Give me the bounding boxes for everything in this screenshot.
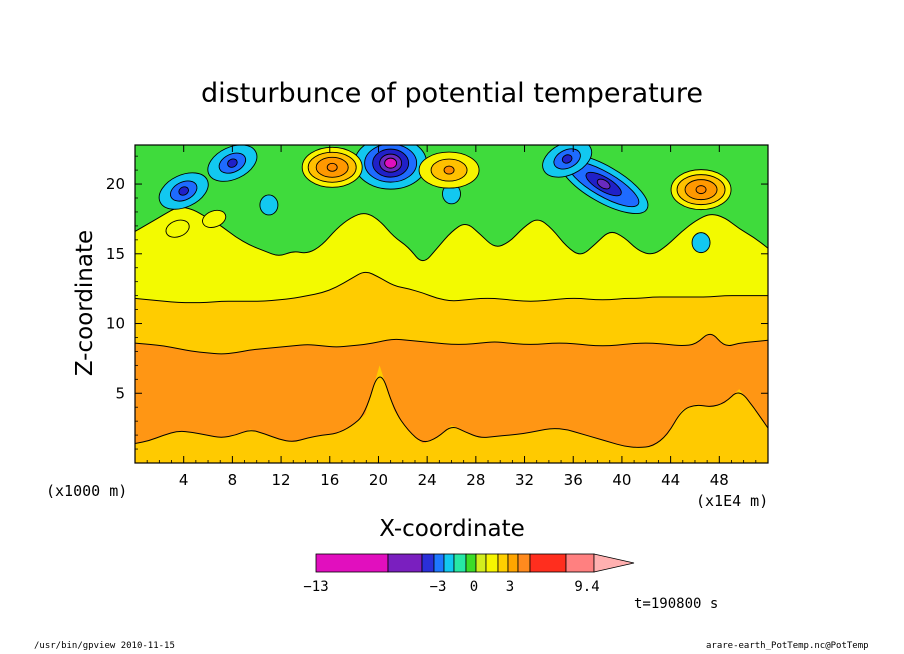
x-tick-label: 32 [515, 471, 534, 489]
x-axis-label: X-coordinate [379, 516, 525, 542]
feature-cold-4-core [384, 157, 398, 169]
colorbar-segment [475, 553, 487, 573]
chart-title: disturbunce of potential temperature [201, 78, 703, 109]
feature-cold-3 [259, 194, 279, 216]
colorbar-segment [517, 553, 531, 573]
x-scale-note: (x1E4 m) [696, 492, 768, 510]
colorbar-label: 9.4 [574, 579, 599, 595]
feature-warm-12 [165, 219, 190, 238]
colorbar-segment [453, 553, 467, 573]
footer-left: /usr/bin/gpview 2010-11-15 [34, 641, 175, 651]
feature-cold-2-core [227, 158, 238, 168]
x-axis: 4 8 12 16 20 24 28 32 36 40 44 48 [146, 145, 757, 489]
colorbar-segment [497, 553, 509, 573]
y-tick-label: 10 [106, 315, 125, 333]
colorbar-segment [485, 553, 499, 573]
colorbar-segment [565, 553, 595, 573]
time-label: t=190800 s [634, 596, 718, 612]
feature-cold-7-core [561, 154, 573, 164]
feature-warm-9-core [326, 162, 338, 172]
feature-warm-11-core [695, 185, 707, 195]
colorbar-segment [315, 553, 389, 573]
y-axis: 5 10 15 20 [106, 155, 768, 450]
colorbar: −13 −3 0 3 9.4 [303, 553, 635, 595]
x-tick-label: 40 [612, 471, 631, 489]
x-tick-label: 24 [418, 471, 437, 489]
colorbar-segment [421, 553, 435, 573]
footer-right: arare-earth_PotTemp.nc@PotTemp [706, 641, 869, 651]
colorbar-segment [507, 553, 519, 573]
x-tick-label: 4 [179, 471, 189, 489]
x-tick-label: 20 [369, 471, 388, 489]
x-unit-note: (x1000 m) [46, 482, 127, 500]
x-tick-label: 8 [228, 471, 238, 489]
x-tick-label: 36 [564, 471, 583, 489]
contour-line-2 [135, 333, 768, 355]
plot-area [134, 144, 769, 464]
y-axis-label: Z-coordinate [72, 230, 98, 376]
feature-cold-6-core [596, 178, 611, 190]
x-tick-label: 16 [320, 471, 339, 489]
x-tick-label: 12 [272, 471, 291, 489]
colorbar-label: −3 [430, 579, 447, 595]
colorbar-segment [465, 553, 477, 573]
colorbar-label: 3 [506, 579, 514, 595]
colorbar-arrow [593, 553, 635, 573]
feature-warm-10-core [443, 165, 455, 175]
y-tick-label: 15 [106, 245, 125, 263]
x-tick-label: 44 [661, 471, 680, 489]
colorbar-label: 0 [470, 579, 478, 595]
feature-cold-1-core [178, 186, 189, 196]
colorbar-segment [433, 553, 445, 573]
colorbar-segment [443, 553, 455, 573]
feature-warm-13 [202, 209, 227, 228]
contour-line-4 [135, 206, 768, 262]
contour-line-1 [135, 376, 768, 448]
y-tick-label: 5 [115, 384, 125, 402]
x-tick-label: 28 [466, 471, 485, 489]
colorbar-segment [529, 553, 567, 573]
y-tick-label: 20 [106, 175, 125, 193]
feature-cold-8 [691, 232, 711, 254]
colorbar-segment [387, 553, 423, 573]
colorbar-label: −13 [303, 579, 328, 595]
contour-line-3 [135, 271, 768, 304]
x-tick-label: 48 [710, 471, 729, 489]
band-low-orange [135, 334, 768, 448]
